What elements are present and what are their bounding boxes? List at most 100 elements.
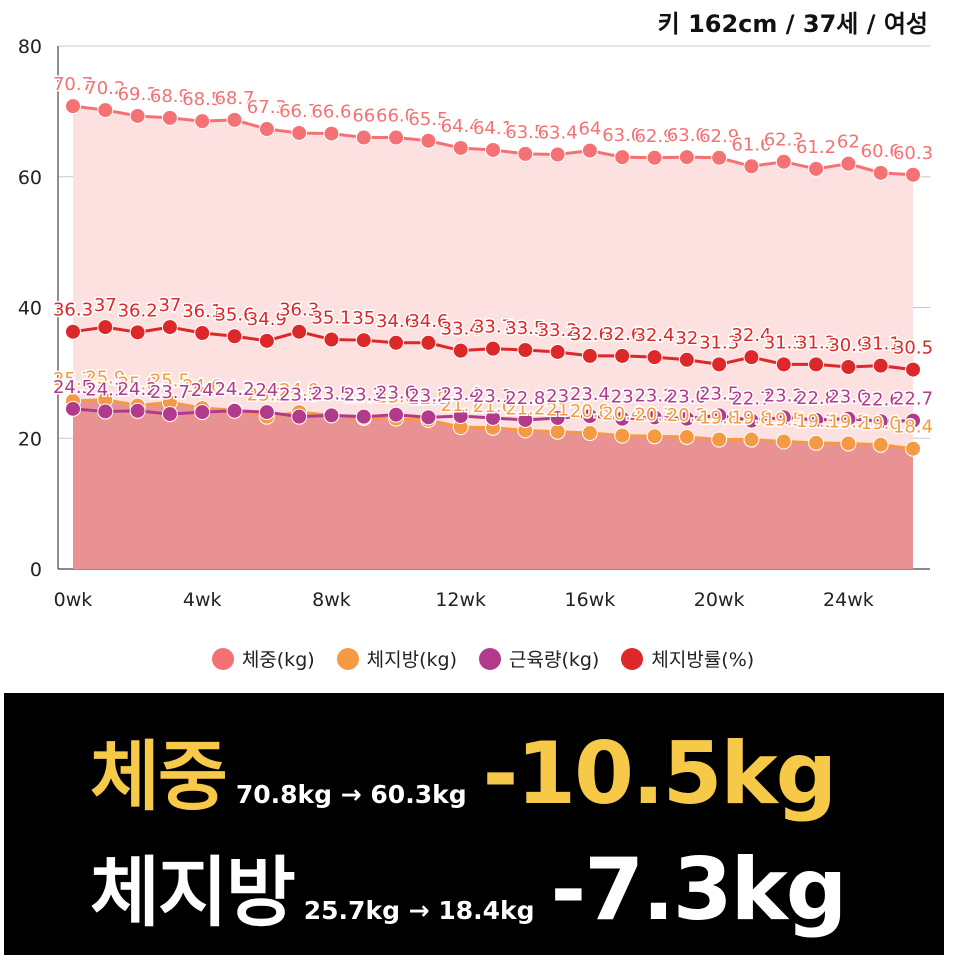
data-label: 23.0	[828, 387, 868, 408]
data-point	[420, 409, 437, 426]
data-label: 19.8	[699, 408, 739, 429]
data-label: 25.5	[150, 370, 190, 391]
data-label: 66.7	[279, 101, 319, 122]
data-label: 25.7	[53, 369, 93, 390]
data-point	[258, 404, 275, 421]
data-label: 60.3	[893, 143, 933, 164]
legend-item-fat-pct: 체지방률(%)	[621, 645, 754, 672]
data-label: 21	[546, 400, 569, 421]
data-point	[485, 141, 501, 158]
data-label: 70.7	[53, 74, 93, 95]
data-label: 30.5	[893, 338, 933, 359]
data-label: 23.1	[473, 386, 513, 407]
data-label: 23.2	[408, 385, 448, 406]
data-label: 36.1	[182, 301, 222, 322]
fat-summary-label: 체지방	[90, 848, 296, 937]
legend-dot-fat	[336, 647, 359, 670]
data-label: 63.0	[602, 125, 642, 146]
data-label: 23.3	[247, 385, 287, 406]
data-point	[840, 410, 857, 427]
data-point	[808, 356, 825, 373]
data-point	[678, 149, 695, 166]
data-label: 32.6	[602, 324, 642, 345]
data-point	[614, 347, 631, 364]
data-label: 34.6	[376, 311, 416, 332]
data-label: 32.6	[570, 324, 610, 345]
data-label: 23.5	[699, 383, 739, 404]
data-label: 68.9	[150, 86, 190, 107]
data-point	[678, 410, 695, 427]
data-label: 70.2	[85, 78, 125, 99]
data-point	[97, 403, 114, 420]
data-point	[194, 324, 211, 341]
data-point	[840, 155, 857, 172]
data-point	[452, 139, 469, 156]
legend-label-muscle: 근육량(kg)	[509, 649, 600, 671]
data-point	[905, 361, 921, 378]
legend-item-fat: 체지방(kg)	[336, 645, 457, 672]
data-label: 32.4	[731, 325, 771, 346]
data-label: 25.0	[118, 374, 158, 395]
data-point	[905, 166, 921, 183]
data-point	[711, 356, 728, 373]
data-label: 23.0	[376, 387, 416, 408]
data-label: 63.4	[538, 123, 578, 144]
summary-panel: 체중 70.8kg → 60.3kg -10.5kg 체지방 25.7kg → …	[4, 693, 944, 955]
data-label: 23.3	[279, 385, 319, 406]
legend-dot-fat-pct	[621, 647, 644, 670]
data-label: 25.9	[85, 368, 125, 389]
data-label: 24.0	[279, 380, 319, 401]
data-point	[323, 125, 340, 142]
data-label: 22.7	[893, 389, 933, 410]
data-point	[711, 407, 728, 424]
data-point	[161, 109, 178, 126]
data-label: 61.6	[731, 134, 771, 155]
data-point	[646, 349, 663, 366]
data-point	[258, 121, 275, 138]
data-point	[743, 431, 760, 448]
fat-summary-change: -7.3kg	[550, 840, 848, 940]
weight-summary-label: 체중	[90, 732, 228, 821]
legend: 체중(kg) 체지방(kg) 근육량(kg) 체지방률(%)	[0, 645, 966, 672]
data-label: 23.7	[150, 382, 190, 403]
data-label: 24.6	[182, 376, 222, 397]
data-point	[485, 340, 501, 357]
data-label: 32	[675, 328, 698, 349]
data-point	[323, 331, 340, 348]
data-point	[581, 408, 598, 425]
data-point	[905, 440, 921, 457]
weight-summary-change: -10.5kg	[482, 724, 838, 824]
fat-summary-range: 25.7kg → 18.4kg	[303, 896, 535, 925]
data-point	[872, 357, 889, 374]
data-label: 36.3	[53, 300, 93, 321]
data-point	[323, 407, 340, 424]
data-label: 23	[611, 387, 634, 408]
chart: 0 20 40 60 80 0wk 4wk 8wk 12wk 16wk 20wk 24wk 70.770…	[18, 36, 935, 611]
y-tick-label: 40	[18, 298, 42, 320]
y-tick-label: 20	[18, 428, 42, 450]
x-tick-label: 8wk	[312, 589, 351, 611]
weight-summary-range: 70.8kg → 60.3kg	[235, 780, 467, 809]
data-point	[646, 409, 663, 426]
data-point	[549, 146, 566, 163]
data-point	[420, 334, 437, 351]
data-label: 21.7	[441, 395, 481, 416]
fat-summary-row: 체지방 25.7kg → 18.4kg -7.3kg	[90, 831, 848, 941]
data-label: 23	[546, 386, 569, 407]
data-point	[97, 319, 114, 336]
data-label: 35.6	[214, 304, 254, 325]
data-point	[258, 332, 275, 349]
data-label: 23.2	[764, 385, 804, 406]
data-label: 19.8	[731, 408, 771, 429]
data-point	[743, 158, 760, 175]
data-label: 69.3	[118, 84, 158, 105]
data-label: 36.2	[118, 300, 158, 321]
x-tick-label: 20wk	[694, 589, 745, 611]
data-label: 31.3	[699, 332, 739, 353]
data-point	[808, 434, 825, 451]
weight-summary-row: 체중 70.8kg → 60.3kg -10.5kg	[90, 715, 838, 825]
legend-item-muscle: 근육량(kg)	[479, 645, 599, 672]
data-label: 30.9	[828, 335, 868, 356]
data-point	[646, 428, 663, 445]
data-label: 24.2	[118, 379, 158, 400]
